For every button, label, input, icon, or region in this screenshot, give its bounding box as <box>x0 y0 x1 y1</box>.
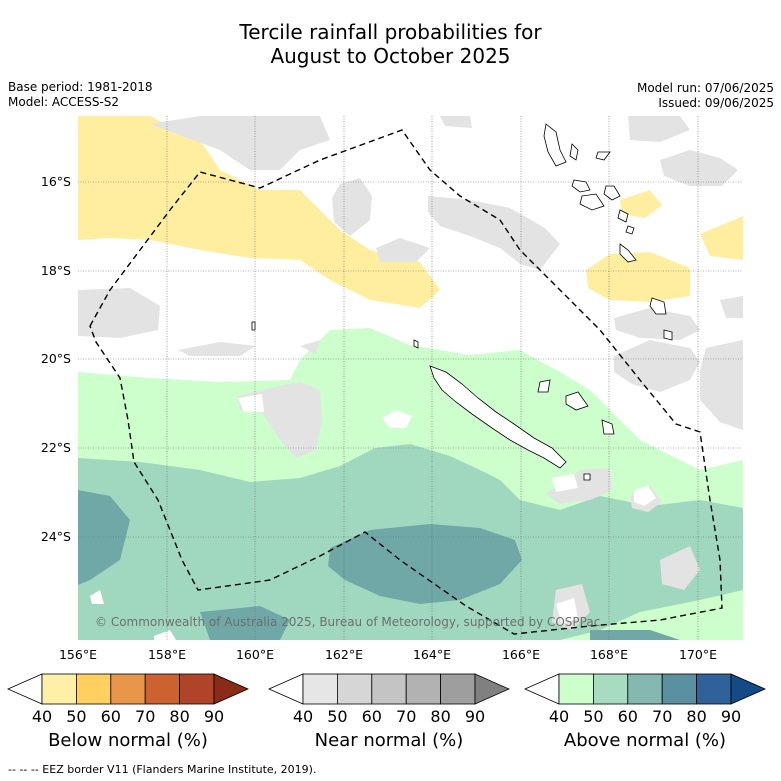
eez-border <box>89 129 723 635</box>
colorbar-extend-high <box>213 673 249 705</box>
colorbar-extend-low <box>268 673 304 705</box>
vanuatu-islands <box>543 123 567 167</box>
colorbar-tick-label: 90 <box>721 707 741 726</box>
colorbar-tick-label: 50 <box>583 707 603 726</box>
colorbar-segment <box>593 673 629 705</box>
above-normal-70-region-4 <box>590 630 680 640</box>
colorbar-tick-label: 80 <box>430 707 450 726</box>
below-normal-50-region-2 <box>586 252 690 302</box>
colorbar-segment <box>336 673 373 705</box>
colorbar-tick-label: 60 <box>618 707 638 726</box>
colorbar-segment <box>302 673 338 705</box>
colorbar-tick-label: 80 <box>686 707 706 726</box>
above-normal-70-region <box>78 490 130 585</box>
lon-label: 162°E <box>325 647 363 662</box>
colorbar-tick-label: 40 <box>549 707 569 726</box>
colorbar-tick-label: 40 <box>32 707 52 726</box>
above-normal-70-region-2 <box>328 524 522 604</box>
lon-label: 158°E <box>148 647 186 662</box>
axis-labels: 156°E 158°E 160°E 162°E 164°E 166°E 168°E 170°E… <box>41 174 717 662</box>
colorbar-tick-label: 70 <box>652 707 672 726</box>
below-normal-50-region-3 <box>700 216 743 260</box>
above-normal-70-region-3 <box>200 606 290 640</box>
loyalty-islands <box>537 379 551 393</box>
colorbars: 40 50 60 70 80 90 40 50 60 70 80 90 40 50 60 70 80 90 <box>7 673 766 726</box>
lat-label: 22°S <box>41 440 71 455</box>
lon-label: 170°E <box>679 647 717 662</box>
colorbar: 40 50 60 70 80 90 <box>7 673 249 726</box>
map-title-line1: Tercile rainfall probabilities for <box>239 20 542 44</box>
colorbar-tick-label: 70 <box>396 707 416 726</box>
meta-right: Model run: 07/06/2025 Issued: 09/06/2025 <box>637 81 774 111</box>
colorbar-tick-label: 60 <box>101 707 121 726</box>
colorbar-tick-label: 50 <box>327 707 347 726</box>
colorbar-extend-high <box>730 673 766 705</box>
lat-label: 24°S <box>41 529 71 544</box>
lon-label: 166°E <box>502 647 540 662</box>
lon-label: 160°E <box>236 647 274 662</box>
new-caledonia-island <box>429 365 567 469</box>
colorbar-segment <box>627 673 663 705</box>
coastlines <box>251 123 673 481</box>
issued-date: Issued: 09/06/2025 <box>658 96 774 110</box>
colorbar-extend-low <box>524 673 560 705</box>
probability-field <box>78 116 743 640</box>
eez-footnote: -- -- -- EEZ border V11 (Flanders Marine… <box>8 763 317 776</box>
colorbar-tick-label: 40 <box>293 707 313 726</box>
colorbar-title-below: Below normal (%) <box>48 730 208 751</box>
colorbar-segment <box>76 673 112 705</box>
base-period: Base period: 1981-2018 <box>8 80 153 94</box>
colorbar-segment <box>661 673 698 705</box>
colorbar-title-above: Above normal (%) <box>563 730 727 751</box>
lon-label: 156°E <box>59 647 97 662</box>
colorbar-extend-high <box>474 673 510 705</box>
colorbar-segment <box>440 673 476 705</box>
colorbar-segment <box>179 673 215 705</box>
colorbar-tick-label: 80 <box>169 707 189 726</box>
colorbar-tick-label: 70 <box>135 707 155 726</box>
model-run: Model run: 07/06/2025 <box>636 81 774 95</box>
colorbar-segment <box>144 673 180 705</box>
colorbar-tick-label: 50 <box>66 707 86 726</box>
colorbar-segment <box>371 673 407 705</box>
model-name: Model: ACCESS-S2 <box>8 95 120 109</box>
colorbar-extend-low <box>7 673 43 705</box>
below-normal-50-region <box>78 116 440 308</box>
lat-label: 16°S <box>41 174 71 189</box>
colorbar-segment <box>696 673 732 705</box>
colorbar-segment <box>110 673 146 705</box>
lat-label: 18°S <box>41 263 71 278</box>
lon-label: 164°E <box>413 647 451 662</box>
map-title-line2: August to October 2025 <box>270 44 511 68</box>
colorbar-title-near: Near normal (%) <box>314 730 464 751</box>
colorbar-tick-label: 60 <box>362 707 382 726</box>
colorbar-tick-label: 90 <box>204 707 224 726</box>
graticule <box>78 116 743 640</box>
colorbar: 40 50 60 70 80 90 <box>268 673 510 726</box>
copyright-notice: © Commonwealth of Australia 2025, Bureau… <box>95 615 601 629</box>
colorbar-segment <box>558 673 594 705</box>
colorbar-segment <box>41 673 77 705</box>
colorbar-tick-label: 90 <box>465 707 485 726</box>
below-normal-50-region-4 <box>620 190 662 218</box>
colorbar: 40 50 60 70 80 90 <box>524 673 766 726</box>
lat-label: 20°S <box>41 351 71 366</box>
lon-label: 168°E <box>590 647 628 662</box>
colorbar-segment <box>405 673 442 705</box>
meta-left: Base period: 1981-2018 Model: ACCESS-S2 <box>8 80 153 110</box>
